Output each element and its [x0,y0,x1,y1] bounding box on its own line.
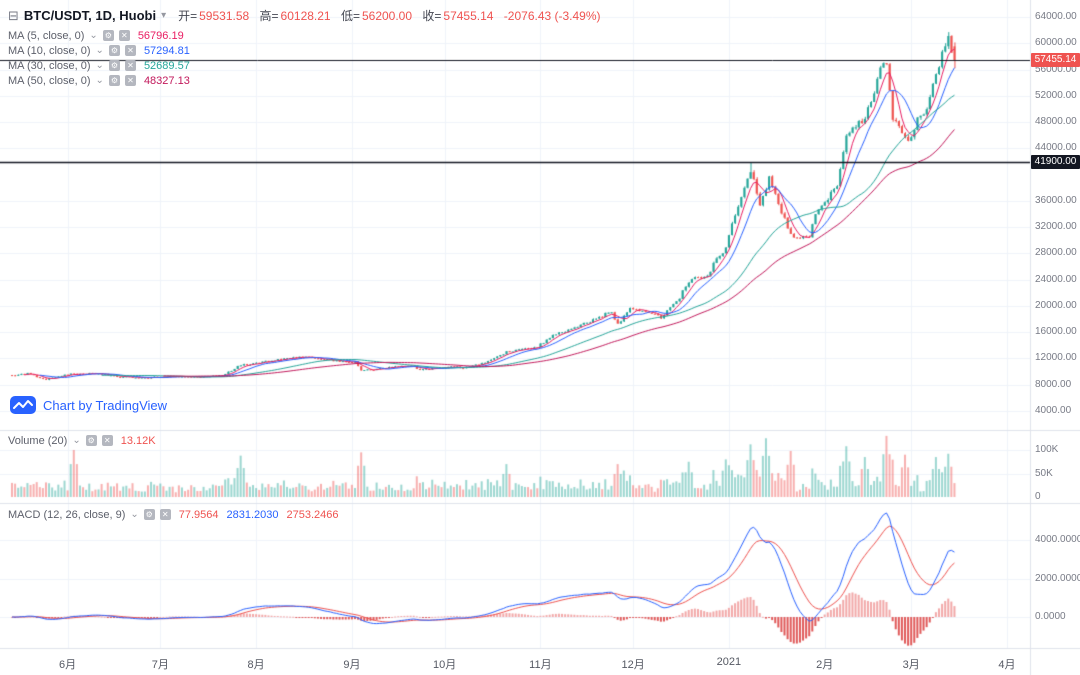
ma-legend-row: MA (50, close, 0) ⌄ ⚙ ✕ 48327.13 [8,73,601,88]
symbol-title[interactable]: BTC/USDT, 1D, Huobi [23,8,157,23]
chart-layout-icon[interactable]: ⊟ [8,7,19,23]
close-icon[interactable]: ✕ [159,509,171,520]
ma-value: 56796.19 [137,29,184,42]
tradingview-logo-icon [10,396,36,414]
tradingview-watermark[interactable]: Chart by TradingView [10,396,167,414]
volume-legend: Volume (20) ⌄ ⚙ ✕ 13.12K [8,433,156,448]
chevron-down-icon[interactable]: ⌄ [95,45,104,56]
ma-legend-row: MA (30, close, 0) ⌄ ⚙ ✕ 52689.57 [8,58,601,73]
volume-label[interactable]: Volume (20) [8,434,68,447]
close-icon[interactable]: ✕ [101,435,113,446]
low-label: 低= [340,9,360,23]
settings-icon[interactable]: ⚙ [108,45,120,56]
close-icon[interactable]: ✕ [124,45,136,56]
ma-legend-row: MA (5, close, 0) ⌄ ⚙ ✕ 56796.19 [8,28,601,43]
close-label: 收= [422,9,442,23]
legend: ⊟ BTC/USDT, 1D, Huobi ▾ 开= 59531.58 高= 601… [8,6,601,88]
settings-icon[interactable]: ⚙ [85,435,97,446]
chevron-down-icon[interactable]: ⌄ [95,75,104,86]
change-value: -2076.43 (-3.49%) [503,9,601,23]
macd-hist-value: 77.9564 [178,508,219,521]
ma-label[interactable]: MA (30, close, 0) [8,59,91,72]
open-label: 开= [178,9,198,23]
open-value: 59531.58 [199,9,250,23]
symbol-row: ⊟ BTC/USDT, 1D, Huobi ▾ 开= 59531.58 高= 601… [8,6,601,25]
chevron-down-icon[interactable]: ⌄ [89,30,98,41]
close-icon[interactable]: ✕ [118,30,130,41]
settings-icon[interactable]: ⚙ [108,60,120,71]
chevron-down-icon[interactable]: ▾ [161,10,167,21]
settings-icon[interactable]: ⚙ [143,509,155,520]
macd-legend: MACD (12, 26, close, 9) ⌄ ⚙ ✕ 77.9564 28… [8,507,339,522]
close-icon[interactable]: ✕ [124,60,136,71]
macd-line-value: 2831.2030 [226,508,279,521]
ma-value: 48327.13 [143,74,190,87]
ma-label[interactable]: MA (10, close, 0) [8,44,91,57]
low-value: 56200.00 [361,9,413,23]
ma-value: 57294.81 [143,44,190,57]
macd-label[interactable]: MACD (12, 26, close, 9) [8,508,126,521]
high-value: 60128.21 [280,9,331,23]
ma-value: 52689.57 [143,59,190,72]
chevron-down-icon[interactable]: ⌄ [130,509,139,520]
level-price-tag: 41900.00 [1031,155,1080,170]
volume-value: 13.12K [120,434,156,447]
high-label: 高= [259,9,279,23]
settings-icon[interactable]: ⚙ [108,75,120,86]
ma-label[interactable]: MA (5, close, 0) [8,29,85,42]
ohlc-values: 开= 59531.58 高= 60128.21 低= 56200.00 收= 57455… [171,7,600,24]
chevron-down-icon[interactable]: ⌄ [95,60,104,71]
watermark-text: Chart by TradingView [43,397,168,413]
ma-legend-row: MA (10, close, 0) ⌄ ⚙ ✕ 57294.81 [8,43,601,58]
ma-label[interactable]: MA (50, close, 0) [8,74,91,87]
macd-signal-value: 2753.2466 [286,508,339,521]
settings-icon[interactable]: ⚙ [102,30,114,41]
close-icon[interactable]: ✕ [124,75,136,86]
last-price-tag: 57455.14 [1031,52,1080,67]
chevron-down-icon[interactable]: ⌄ [72,435,81,446]
close-value: 57455.14 [443,9,494,23]
